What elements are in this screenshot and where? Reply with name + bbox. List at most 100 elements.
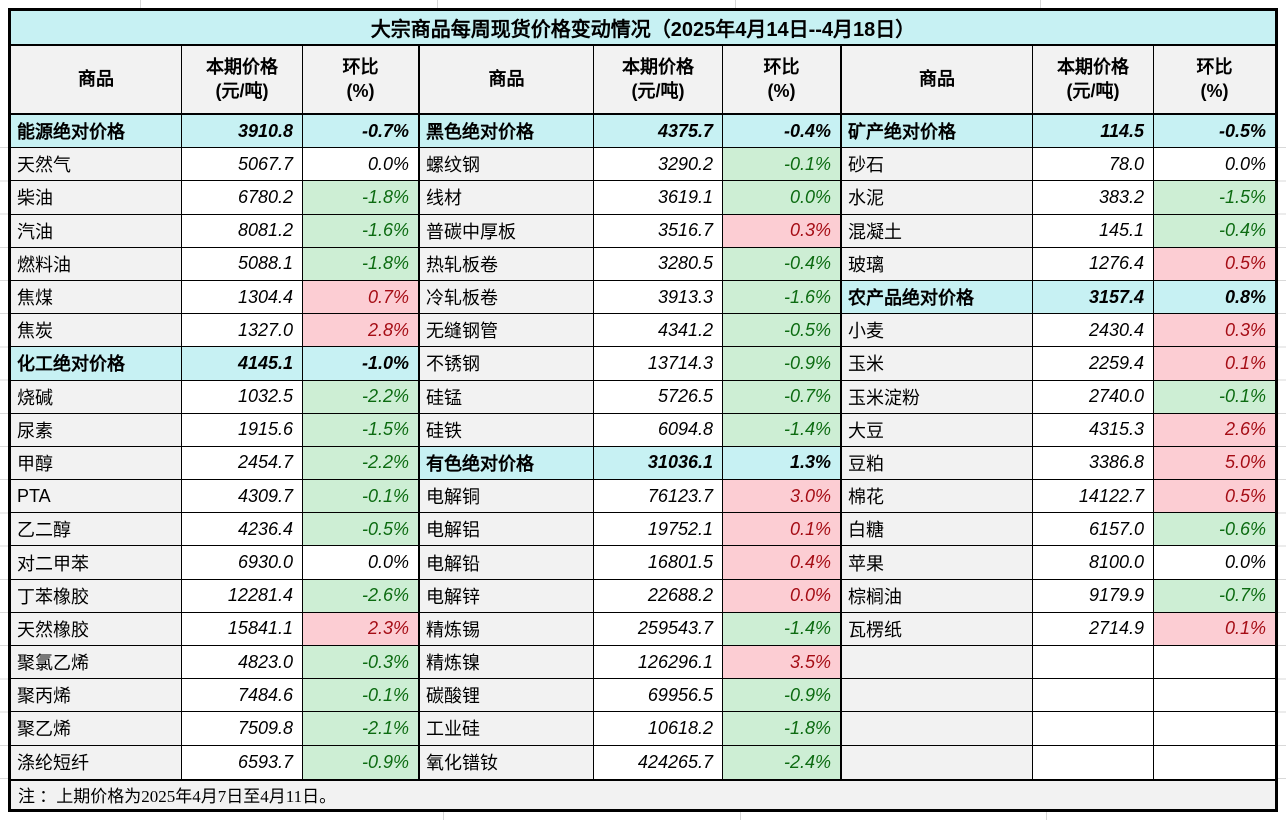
pct-cell[interactable]: -0.1%: [723, 148, 842, 182]
section-price-cell[interactable]: 31036.1: [594, 446, 723, 481]
price-cell[interactable]: 76123.7: [594, 480, 723, 514]
commodity-name-cell[interactable]: 大豆: [842, 413, 1033, 447]
commodity-name-cell[interactable]: 甲醇: [11, 446, 182, 481]
commodity-name-cell[interactable]: 水泥: [842, 181, 1033, 215]
price-cell[interactable]: 8081.2: [182, 214, 303, 248]
price-cell[interactable]: 4823.0: [182, 646, 303, 680]
pct-cell[interactable]: 0.7%: [303, 280, 420, 315]
section-price-cell[interactable]: 4145.1: [182, 347, 303, 381]
commodity-name-cell[interactable]: 汽油: [11, 214, 182, 248]
section-price-cell[interactable]: 114.5: [1033, 115, 1154, 149]
pct-cell[interactable]: -1.5%: [1154, 181, 1275, 215]
empty-price-cell[interactable]: [1033, 745, 1154, 779]
pct-cell[interactable]: -0.9%: [723, 347, 842, 381]
price-cell[interactable]: 78.0: [1033, 148, 1154, 182]
pct-cell[interactable]: -0.4%: [1154, 214, 1275, 248]
pct-cell[interactable]: -1.6%: [723, 280, 842, 315]
price-cell[interactable]: 2740.0: [1033, 380, 1154, 414]
price-cell[interactable]: 8100.0: [1033, 546, 1154, 580]
commodity-name-cell[interactable]: 玉米淀粉: [842, 380, 1033, 414]
commodity-name-cell[interactable]: 砂石: [842, 148, 1033, 182]
commodity-name-cell[interactable]: 硅锰: [420, 380, 594, 414]
commodity-name-cell[interactable]: 无缝钢管: [420, 314, 594, 348]
pct-cell[interactable]: -1.4%: [723, 612, 842, 646]
price-cell[interactable]: 3290.2: [594, 148, 723, 182]
commodity-name-cell[interactable]: 尿素: [11, 413, 182, 447]
commodity-name-cell[interactable]: 电解锌: [420, 579, 594, 613]
price-cell[interactable]: 6157.0: [1033, 513, 1154, 547]
pct-cell[interactable]: -1.4%: [723, 413, 842, 447]
price-cell[interactable]: 12281.4: [182, 579, 303, 613]
pct-cell[interactable]: -0.1%: [1154, 380, 1275, 414]
commodity-name-cell[interactable]: 涤纶短纤: [11, 745, 182, 779]
pct-cell[interactable]: -0.9%: [723, 679, 842, 713]
commodity-name-cell[interactable]: 苹果: [842, 546, 1033, 580]
pct-cell[interactable]: -0.7%: [723, 380, 842, 414]
price-cell[interactable]: 14122.7: [1033, 480, 1154, 514]
pct-cell[interactable]: 0.1%: [723, 513, 842, 547]
pct-cell[interactable]: -0.1%: [303, 679, 420, 713]
pct-cell[interactable]: -0.6%: [1154, 513, 1275, 547]
section-pct-cell[interactable]: 1.3%: [723, 446, 842, 481]
commodity-name-cell[interactable]: 天然气: [11, 148, 182, 182]
pct-cell[interactable]: 0.1%: [1154, 612, 1275, 646]
price-cell[interactable]: 126296.1: [594, 646, 723, 680]
price-cell[interactable]: 5067.7: [182, 148, 303, 182]
pct-cell[interactable]: 2.3%: [303, 612, 420, 646]
pct-cell[interactable]: -1.6%: [303, 214, 420, 248]
pct-cell[interactable]: 0.0%: [723, 181, 842, 215]
commodity-name-cell[interactable]: 天然橡胶: [11, 612, 182, 646]
price-cell[interactable]: 3386.8: [1033, 446, 1154, 481]
commodity-name-cell[interactable]: 精炼镍: [420, 646, 594, 680]
commodity-name-cell[interactable]: 棕榈油: [842, 579, 1033, 613]
price-cell[interactable]: 4309.7: [182, 480, 303, 514]
price-cell[interactable]: 6930.0: [182, 546, 303, 580]
commodity-name-cell[interactable]: 工业硅: [420, 712, 594, 746]
commodity-name-cell[interactable]: 丁苯橡胶: [11, 579, 182, 613]
price-cell[interactable]: 13714.3: [594, 347, 723, 381]
commodity-name-cell[interactable]: 电解铝: [420, 513, 594, 547]
commodity-name-cell[interactable]: 聚氯乙烯: [11, 646, 182, 680]
pct-cell[interactable]: 0.3%: [723, 214, 842, 248]
price-cell[interactable]: 3516.7: [594, 214, 723, 248]
price-cell[interactable]: 7509.8: [182, 712, 303, 746]
pct-cell[interactable]: -2.2%: [303, 380, 420, 414]
price-cell[interactable]: 2714.9: [1033, 612, 1154, 646]
empty-name-cell[interactable]: [842, 712, 1033, 746]
price-cell[interactable]: 10618.2: [594, 712, 723, 746]
pct-cell[interactable]: -1.8%: [303, 247, 420, 281]
price-cell[interactable]: 2259.4: [1033, 347, 1154, 381]
pct-cell[interactable]: 0.5%: [1154, 480, 1275, 514]
commodity-name-cell[interactable]: 精炼锡: [420, 612, 594, 646]
commodity-name-cell[interactable]: 白糖: [842, 513, 1033, 547]
commodity-name-cell[interactable]: 乙二醇: [11, 513, 182, 547]
empty-name-cell[interactable]: [842, 646, 1033, 680]
commodity-name-cell[interactable]: 燃料油: [11, 247, 182, 281]
commodity-name-cell[interactable]: 普碳中厚板: [420, 214, 594, 248]
price-cell[interactable]: 9179.9: [1033, 579, 1154, 613]
commodity-name-cell[interactable]: 焦炭: [11, 314, 182, 348]
price-cell[interactable]: 22688.2: [594, 579, 723, 613]
commodity-name-cell[interactable]: 硅铁: [420, 413, 594, 447]
pct-cell[interactable]: -1.5%: [303, 413, 420, 447]
commodity-name-cell[interactable]: 小麦: [842, 314, 1033, 348]
pct-cell[interactable]: 0.0%: [303, 546, 420, 580]
commodity-name-cell[interactable]: 瓦楞纸: [842, 612, 1033, 646]
commodity-name-cell[interactable]: 烧碱: [11, 380, 182, 414]
pct-cell[interactable]: 0.0%: [303, 148, 420, 182]
price-cell[interactable]: 4341.2: [594, 314, 723, 348]
empty-pct-cell[interactable]: [1154, 745, 1275, 779]
section-price-cell[interactable]: 3157.4: [1033, 280, 1154, 315]
section-name-cell[interactable]: 矿产绝对价格: [842, 115, 1033, 149]
section-pct-cell[interactable]: -0.7%: [303, 115, 420, 149]
pct-cell[interactable]: 0.0%: [1154, 546, 1275, 580]
commodity-name-cell[interactable]: 螺纹钢: [420, 148, 594, 182]
section-pct-cell[interactable]: -0.5%: [1154, 115, 1275, 149]
commodity-name-cell[interactable]: 冷轧板卷: [420, 280, 594, 315]
price-cell[interactable]: 383.2: [1033, 181, 1154, 215]
header-price[interactable]: 本期价格 (元/吨): [182, 46, 303, 115]
price-cell[interactable]: 1276.4: [1033, 247, 1154, 281]
header-price[interactable]: 本期价格 (元/吨): [594, 46, 723, 115]
section-pct-cell[interactable]: -1.0%: [303, 347, 420, 381]
commodity-name-cell[interactable]: 聚丙烯: [11, 679, 182, 713]
